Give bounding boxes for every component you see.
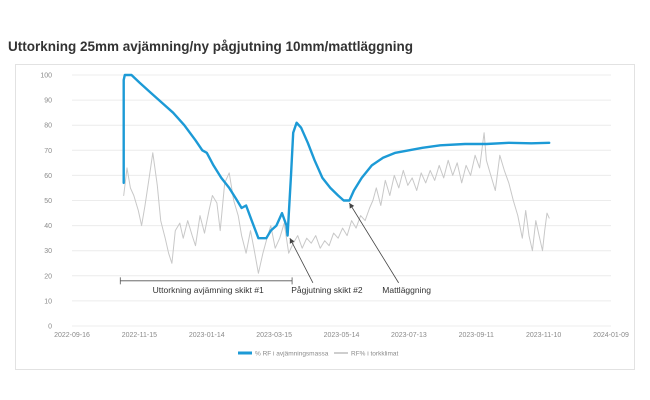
x-tick-label-2023-01-14: 2023-01-14	[189, 332, 225, 339]
arrow-head-1	[349, 203, 355, 209]
annotations: Uttorkning avjämning skikt #1 Pågjutning …	[119, 202, 431, 295]
bracket-label: Uttorkning avjämning skikt #1	[153, 285, 264, 295]
legend: % RF i avjämningsmassa RF% i torkklimat	[238, 350, 399, 357]
series-line-rf-torkklimat	[123, 132, 550, 274]
x-axis-ticks: 2022-09-16 2022-11-15 2023-01-14 2023-03-15…	[54, 332, 629, 339]
grid-lines	[72, 74, 611, 327]
y-tick-label-70: 70	[44, 148, 52, 155]
legend-label-0: % RF i avjämningsmassa	[255, 350, 329, 357]
y-axis-ticks: 0 10 20 30 40 50 60 70 80 90 100	[40, 73, 52, 331]
series-lines	[122, 73, 551, 274]
x-tick-label-2022-11-15: 2022-11-15	[122, 332, 157, 339]
series-line-rf-avjamningsmassa	[122, 73, 551, 240]
x-tick-label-2024-01-09: 2024-01-09	[593, 332, 629, 339]
y-tick-label-10: 10	[44, 298, 52, 305]
x-tick-label-2023-05-14: 2023-05-14	[324, 332, 360, 339]
legend-label-1: RF% i torkklimat	[351, 350, 399, 357]
y-tick-label-40: 40	[44, 223, 52, 230]
chart-title: Uttorkning 25mm avjämning/ny pågjutning …	[8, 39, 414, 54]
arrow-label-1: Mattläggning	[382, 285, 431, 295]
x-tick-label-2023-03-15: 2023-03-15	[256, 332, 292, 339]
chart-frame: 0 10 20 30 40 50 60 70 80 90 100 2022-09-16 2022-11…	[15, 64, 635, 370]
x-tick-label-2023-11-10: 2023-11-10	[526, 332, 561, 339]
y-tick-label-100: 100	[40, 73, 52, 80]
y-tick-label-90: 90	[44, 98, 52, 105]
y-tick-label-80: 80	[44, 123, 52, 130]
y-tick-label-20: 20	[44, 273, 52, 280]
arrow-label-0: Pågjutning skikt #2	[291, 285, 363, 295]
line-chart: 0 10 20 30 40 50 60 70 80 90 100 2022-09-16 2022-11…	[40, 73, 629, 358]
x-tick-label-2022-09-16: 2022-09-16	[54, 332, 90, 339]
arrow-line-1	[349, 202, 399, 284]
y-tick-label-50: 50	[44, 198, 52, 205]
y-tick-label-0: 0	[48, 324, 52, 331]
x-tick-label-2023-07-13: 2023-07-13	[391, 332, 427, 339]
x-tick-label-2023-09-11: 2023-09-11	[459, 332, 494, 339]
arrow-head-0	[289, 238, 295, 244]
y-tick-label-60: 60	[44, 173, 52, 180]
y-tick-label-30: 30	[44, 248, 52, 255]
arrow-line-0	[289, 237, 314, 284]
